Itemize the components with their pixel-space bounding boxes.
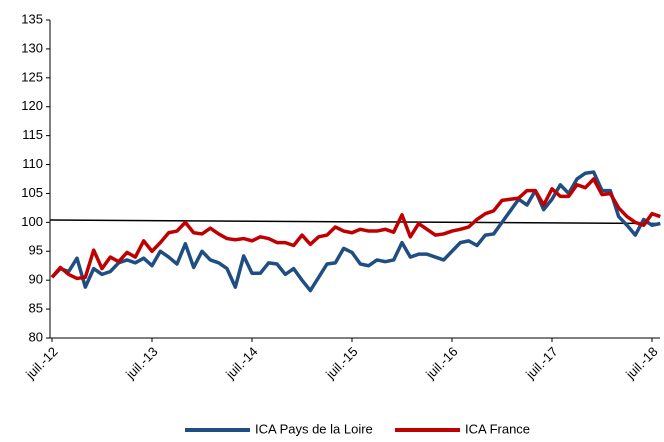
y-tick-label: 135 (21, 11, 43, 26)
x-tick-label: juil.-18 (622, 344, 660, 382)
x-tick-label: juil.-16 (422, 344, 460, 382)
y-tick-label: 100 (21, 214, 43, 229)
trend-line (49, 219, 661, 225)
y-tick-label: 85 (29, 301, 43, 316)
series-line (50, 177, 661, 281)
y-tick-label: 130 (21, 40, 43, 55)
x-tick-label: juil.-12 (22, 344, 60, 382)
y-tick-label: 110 (22, 156, 43, 171)
x-tick-label: juil.-15 (322, 344, 360, 382)
x-tick-label: juil.-14 (222, 344, 260, 382)
legend-label: ICA Pays de la Loire (255, 421, 373, 436)
y-tick-label: 125 (21, 69, 43, 84)
x-tick-label: juil.-17 (522, 344, 560, 382)
y-tick-label: 115 (22, 127, 43, 142)
y-tick-label: 105 (21, 185, 43, 200)
x-tick-label: juil.-13 (122, 344, 160, 382)
legend-label: ICA France (465, 421, 530, 436)
y-tick-label: 120 (21, 98, 43, 113)
y-tick-label: 90 (29, 272, 43, 287)
y-tick-label: 80 (29, 329, 43, 344)
y-tick-label: 95 (29, 243, 43, 258)
series-line (50, 170, 661, 293)
